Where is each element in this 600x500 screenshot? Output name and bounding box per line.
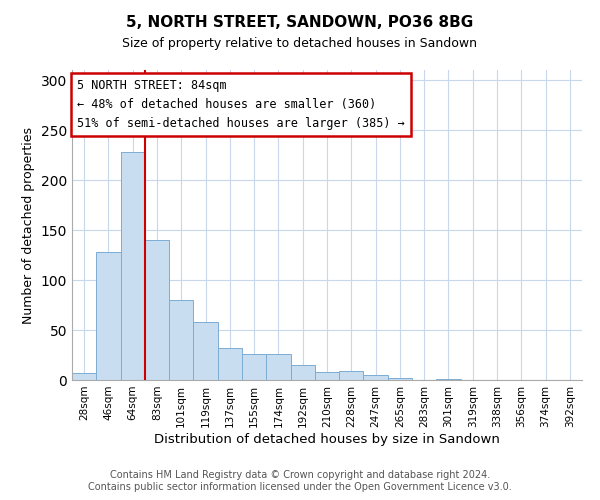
Bar [145, 240, 169, 380]
Bar [290, 365, 315, 380]
Bar [218, 348, 242, 380]
Y-axis label: Number of detached properties: Number of detached properties [22, 126, 35, 324]
Bar [388, 378, 412, 380]
Bar [242, 354, 266, 380]
Bar [121, 152, 145, 380]
Bar [193, 322, 218, 380]
Bar [72, 373, 96, 380]
Text: 5, NORTH STREET, SANDOWN, PO36 8BG: 5, NORTH STREET, SANDOWN, PO36 8BG [127, 15, 473, 30]
Text: Contains public sector information licensed under the Open Government Licence v3: Contains public sector information licen… [88, 482, 512, 492]
Bar [96, 252, 121, 380]
Bar [169, 300, 193, 380]
Bar [436, 379, 461, 380]
Bar [364, 375, 388, 380]
Bar [266, 354, 290, 380]
Text: Contains HM Land Registry data © Crown copyright and database right 2024.: Contains HM Land Registry data © Crown c… [110, 470, 490, 480]
Bar [315, 372, 339, 380]
Bar [339, 371, 364, 380]
X-axis label: Distribution of detached houses by size in Sandown: Distribution of detached houses by size … [154, 432, 500, 446]
Text: 5 NORTH STREET: 84sqm
← 48% of detached houses are smaller (360)
51% of semi-det: 5 NORTH STREET: 84sqm ← 48% of detached … [77, 80, 405, 130]
Text: Size of property relative to detached houses in Sandown: Size of property relative to detached ho… [122, 38, 478, 51]
